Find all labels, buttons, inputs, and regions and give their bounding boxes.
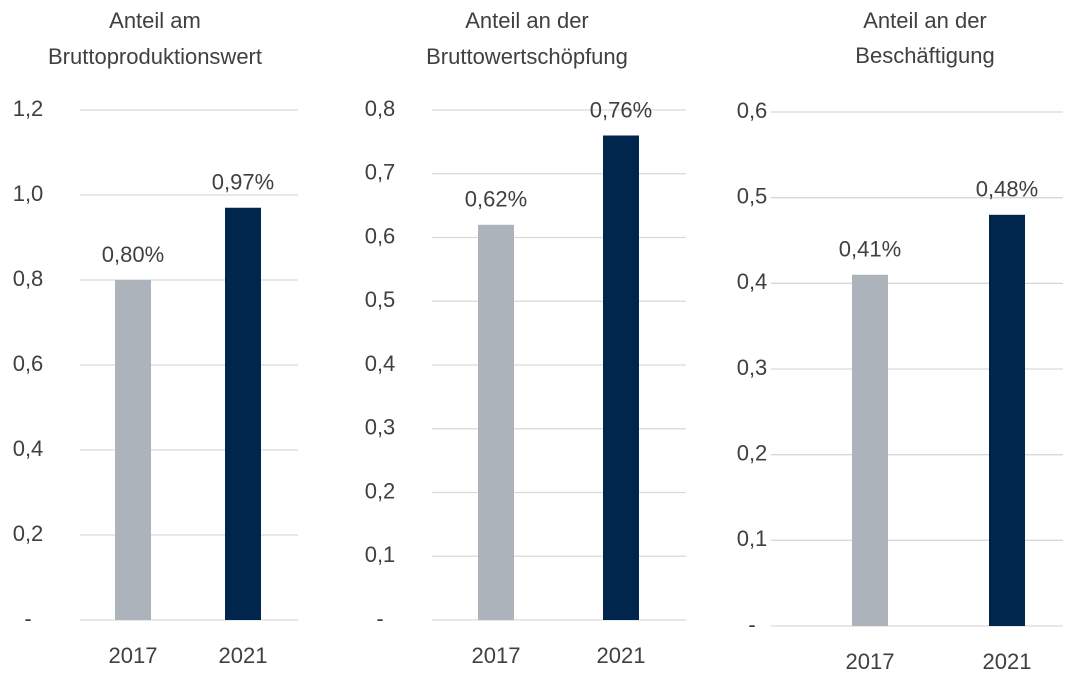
value-label: 0,76% — [590, 97, 652, 122]
x-tick-label: 2021 — [983, 649, 1032, 673]
x-tick-label: 2017 — [472, 643, 521, 668]
x-tick-label: 2017 — [109, 643, 158, 668]
y-tick-label: 0,2 — [737, 440, 768, 465]
y-tick-label: 0,4 — [365, 351, 396, 376]
y-tick-label: 1,2 — [13, 96, 44, 121]
y-tick-label: 0,6 — [737, 98, 768, 123]
y-tick-label: 0,4 — [737, 269, 768, 294]
y-tick-label: - — [24, 606, 31, 631]
y-tick-label: 0,2 — [365, 478, 396, 503]
bar — [478, 224, 514, 620]
chart-title: Bruttowertschöpfung — [426, 44, 628, 69]
y-tick-label: 0,8 — [13, 266, 44, 291]
y-tick-label: 0,4 — [13, 436, 44, 461]
value-label: 0,80% — [102, 242, 164, 267]
x-tick-label: 2021 — [597, 643, 646, 668]
x-tick-label: 2017 — [846, 649, 895, 673]
chart-title: Anteil an der — [465, 8, 589, 33]
bar — [989, 214, 1025, 627]
bar — [603, 135, 639, 620]
y-tick-label: 0,1 — [737, 526, 768, 551]
value-label: 0,41% — [839, 237, 901, 262]
bar — [115, 280, 151, 620]
value-label: 0,62% — [465, 187, 527, 212]
y-tick-label: 1,0 — [13, 181, 44, 206]
chart-title: Bruttoproduktionswert — [48, 44, 262, 69]
bar — [225, 207, 261, 620]
y-tick-label: 0,3 — [365, 415, 396, 440]
chart-title: Beschäftigung — [855, 43, 994, 68]
y-tick-label: - — [748, 612, 755, 637]
y-tick-label: 0,5 — [737, 183, 768, 208]
y-tick-label: 0,5 — [365, 287, 396, 312]
value-label: 0,97% — [212, 170, 274, 195]
value-label: 0,48% — [976, 177, 1038, 202]
y-tick-label: - — [376, 606, 383, 631]
y-tick-label: 0,6 — [365, 223, 396, 248]
chart-title: Anteil an der — [863, 8, 987, 33]
chart-title: Anteil am — [109, 8, 201, 33]
y-tick-label: 0,8 — [365, 96, 396, 121]
bar — [852, 274, 888, 626]
y-tick-label: 0,1 — [365, 542, 396, 567]
x-tick-label: 2021 — [219, 643, 268, 668]
y-tick-label: 0,7 — [365, 160, 396, 185]
y-tick-label: 0,3 — [737, 355, 768, 380]
y-tick-label: 0,2 — [13, 521, 44, 546]
y-tick-label: 0,6 — [13, 351, 44, 376]
